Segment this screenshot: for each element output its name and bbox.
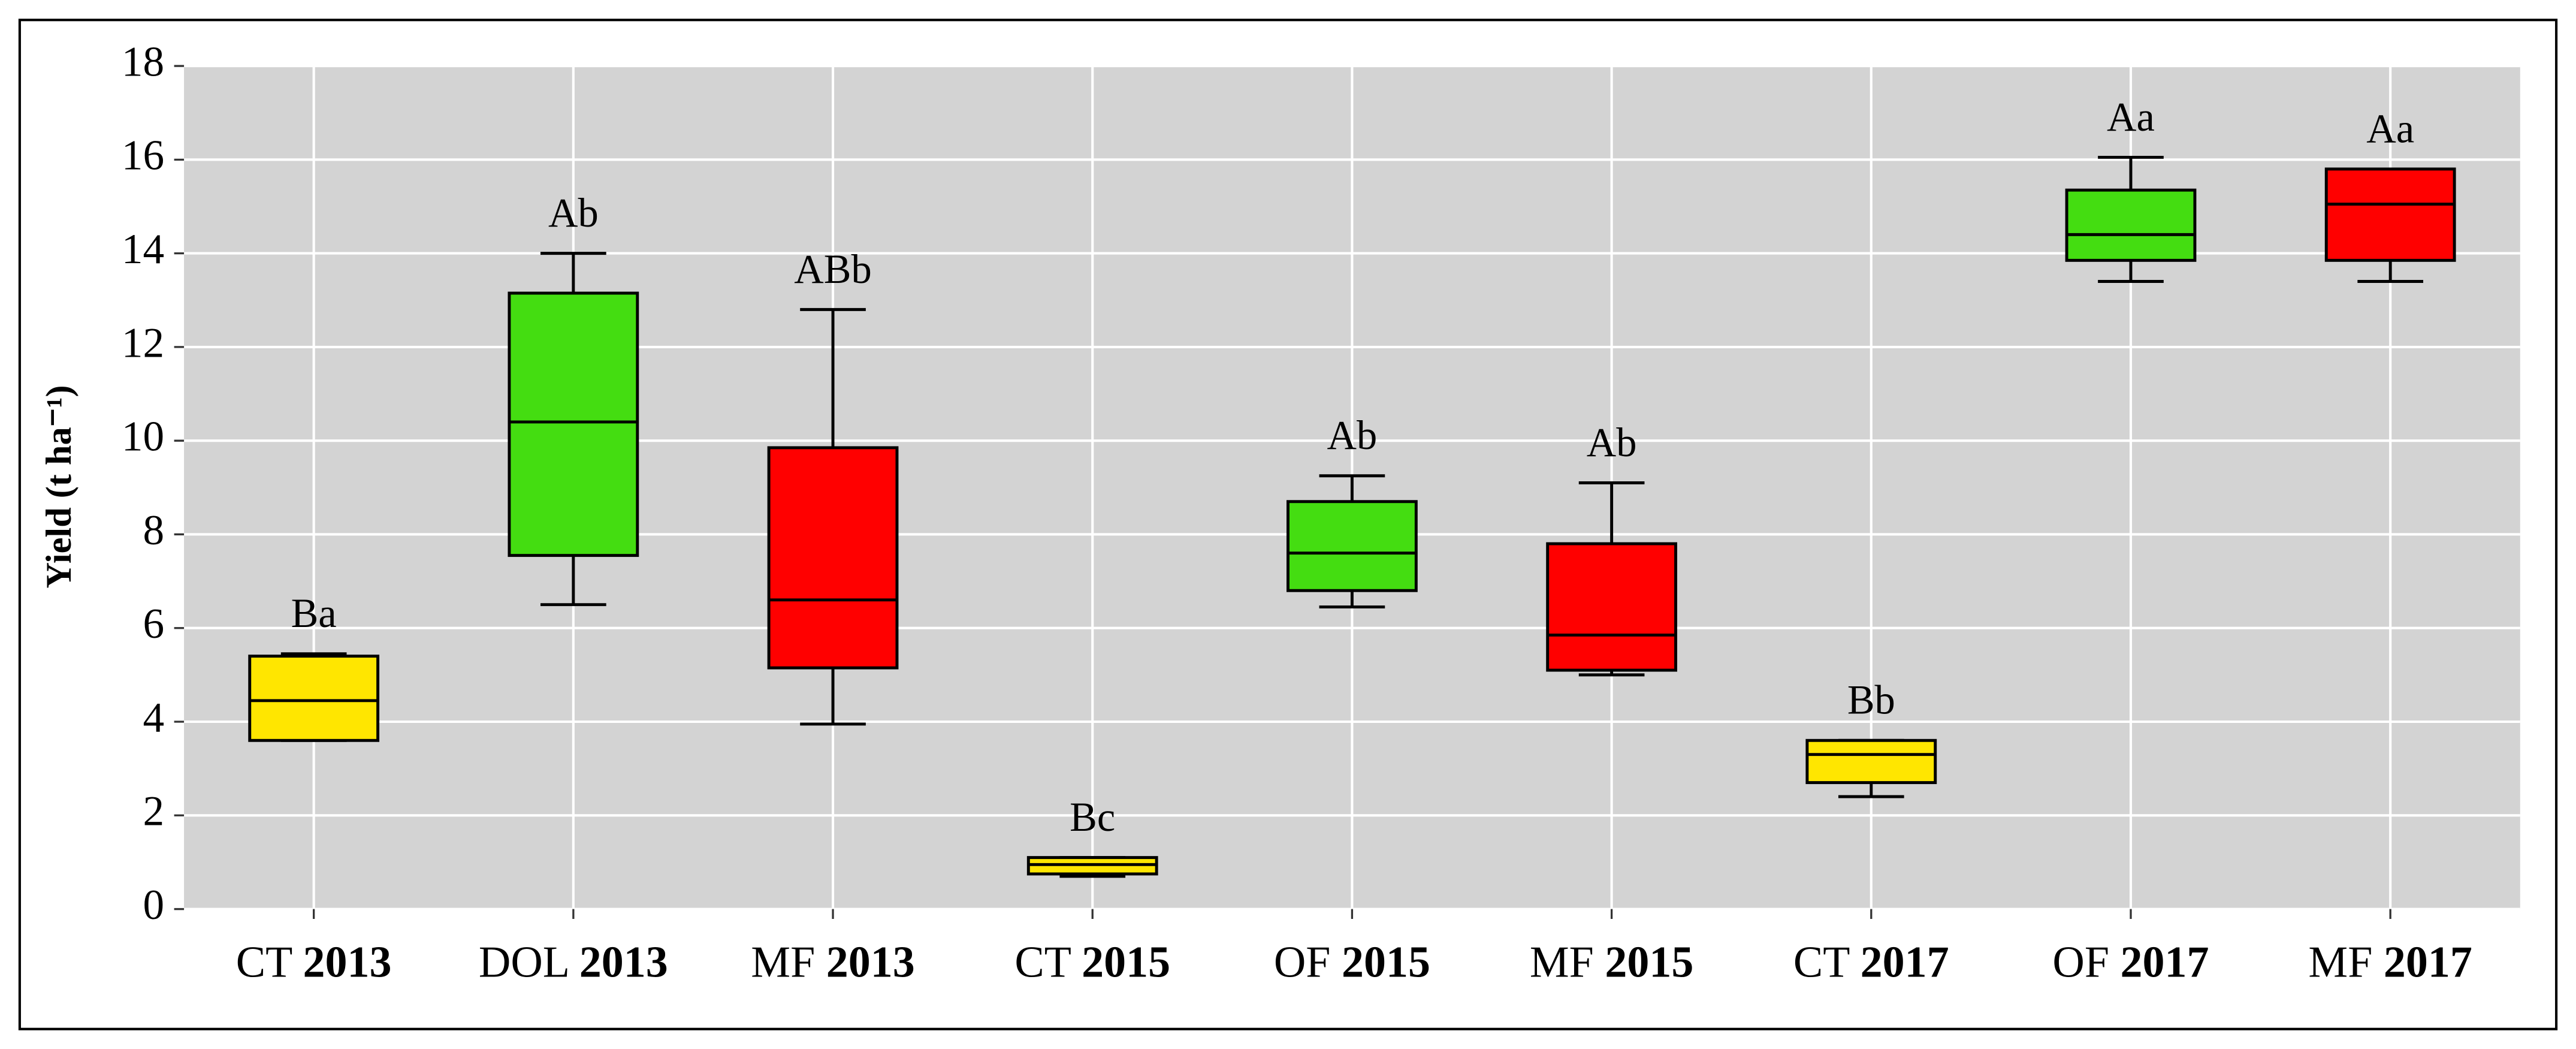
y-tick-label: 18 bbox=[122, 38, 164, 85]
y-tick-label: 16 bbox=[122, 132, 164, 179]
category-label-part: CT bbox=[1793, 938, 1861, 987]
x-tick-label: OF 2017 bbox=[2052, 938, 2209, 987]
annotation: Aa bbox=[2366, 105, 2414, 151]
box bbox=[1805, 738, 1937, 785]
category-label-part: MF bbox=[1530, 938, 1605, 987]
x-tick-label: MF 2015 bbox=[1530, 938, 1694, 987]
annotation: Bb bbox=[1847, 677, 1895, 723]
category-label-year: 2015 bbox=[1082, 938, 1170, 987]
category-label-year: 2013 bbox=[303, 938, 392, 987]
x-tick-label: MF 2017 bbox=[2308, 938, 2472, 987]
box bbox=[2324, 167, 2456, 262]
category-label-part: CT bbox=[236, 938, 303, 987]
category-label-year: 2017 bbox=[2121, 938, 2209, 987]
annotation: Ba bbox=[291, 590, 337, 636]
annotation: Aa bbox=[2107, 94, 2155, 140]
category-label-year: 2015 bbox=[1605, 938, 1693, 987]
category-label-part: OF bbox=[1274, 938, 1342, 987]
category-label-part: OF bbox=[2052, 938, 2120, 987]
box bbox=[1287, 500, 1418, 592]
box bbox=[767, 446, 899, 670]
y-tick-label: 10 bbox=[122, 413, 164, 460]
box bbox=[248, 655, 380, 742]
category-label-year: 2013 bbox=[579, 938, 668, 987]
category-label-year: 2015 bbox=[1342, 938, 1430, 987]
x-tick-label: MF 2013 bbox=[751, 938, 915, 987]
x-tick-label: CT 2017 bbox=[1793, 938, 1949, 987]
y-tick-label: 0 bbox=[143, 881, 165, 929]
y-tick-label: 12 bbox=[122, 319, 164, 366]
y-tick-label: 4 bbox=[143, 694, 165, 741]
y-tick-label: 2 bbox=[143, 788, 165, 835]
box bbox=[508, 291, 639, 557]
x-tick-label: CT 2015 bbox=[1014, 938, 1170, 987]
y-tick-label: 6 bbox=[143, 600, 165, 647]
box bbox=[1546, 542, 1678, 672]
category-label-part: MF bbox=[2308, 938, 2383, 987]
annotation: Ab bbox=[1327, 412, 1378, 458]
box bbox=[2065, 188, 2197, 262]
category-label-part: MF bbox=[751, 938, 826, 987]
annotation: Bc bbox=[1070, 794, 1115, 840]
x-tick-label: CT 2013 bbox=[236, 938, 392, 987]
y-tick-label: 8 bbox=[143, 507, 165, 554]
category-label-part: DOL bbox=[479, 938, 579, 987]
x-tick-label: OF 2015 bbox=[1274, 938, 1430, 987]
y-axis-label: Yield (t ha⁻¹) bbox=[39, 385, 79, 588]
category-label-year: 2017 bbox=[1861, 938, 1949, 987]
annotation: Ab bbox=[1587, 420, 1637, 465]
category-label-year: 2013 bbox=[826, 938, 915, 987]
annotation: Ab bbox=[548, 190, 599, 236]
annotation: ABb bbox=[794, 246, 871, 292]
x-tick-label: DOL 2013 bbox=[479, 938, 668, 987]
y-tick-label: 14 bbox=[122, 225, 164, 273]
category-label-part: CT bbox=[1014, 938, 1082, 987]
category-label-year: 2017 bbox=[2384, 938, 2472, 987]
